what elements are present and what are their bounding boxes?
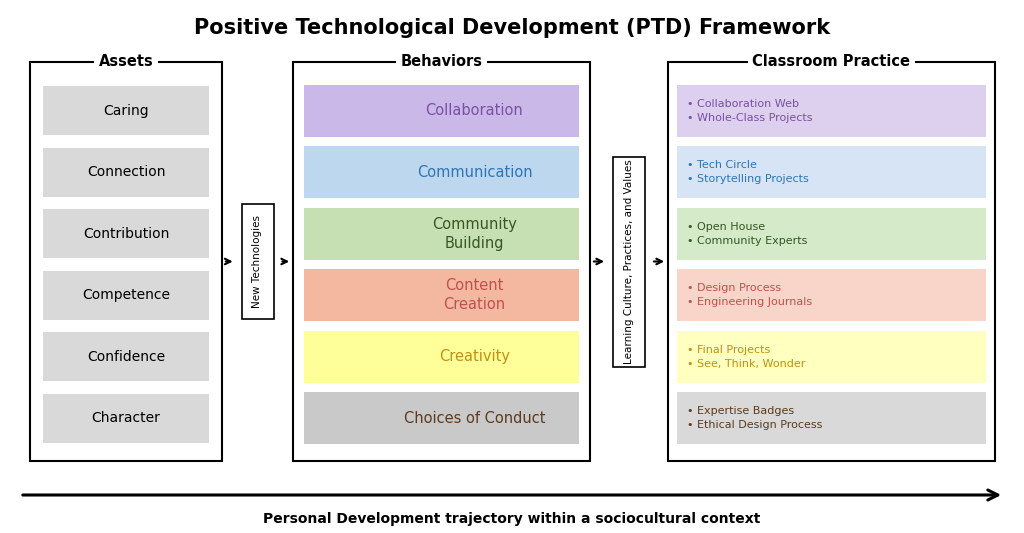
Text: Behaviors: Behaviors [400, 54, 482, 69]
Text: Communication: Communication [417, 165, 532, 180]
Bar [677, 208, 986, 260]
Text: New Technologies: New Technologies [253, 215, 262, 308]
Bar [30, 62, 222, 461]
Bar [677, 392, 986, 444]
Text: Personal Development trajectory within a sociocultural context: Personal Development trajectory within a… [263, 512, 761, 526]
Bar [43, 271, 209, 320]
Text: Community
Building: Community Building [432, 216, 517, 251]
Text: • Collaboration Web
• Whole-Class Projects: • Collaboration Web • Whole-Class Projec… [687, 99, 812, 123]
Bar [677, 85, 986, 136]
Bar [304, 147, 579, 198]
Bar [677, 147, 986, 198]
Text: • Design Process
• Engineering Journals: • Design Process • Engineering Journals [687, 283, 812, 308]
Text: Content
Creation: Content Creation [443, 278, 506, 312]
Text: Caring: Caring [103, 104, 148, 118]
Bar [304, 208, 579, 260]
Bar [668, 62, 995, 461]
Text: Classroom Practice: Classroom Practice [753, 54, 910, 69]
Bar [304, 269, 579, 321]
Text: Character: Character [91, 411, 161, 425]
Bar [43, 209, 209, 259]
Text: Connection: Connection [87, 165, 165, 179]
Text: • Final Projects
• See, Think, Wonder: • Final Projects • See, Think, Wonder [687, 344, 805, 369]
Text: Creativity: Creativity [439, 349, 510, 364]
Bar [43, 86, 209, 135]
Text: Learning Culture, Practices, and Values: Learning Culture, Practices, and Values [624, 159, 634, 364]
Text: • Tech Circle
• Storytelling Projects: • Tech Circle • Storytelling Projects [687, 160, 809, 184]
Text: • Open House
• Community Experts: • Open House • Community Experts [687, 222, 807, 246]
Text: Positive Technological Development (PTD) Framework: Positive Technological Development (PTD)… [194, 18, 830, 38]
Text: Collaboration: Collaboration [426, 103, 523, 118]
Text: Confidence: Confidence [87, 350, 165, 364]
Bar [242, 204, 273, 319]
Bar [43, 148, 209, 197]
Bar [677, 269, 986, 321]
Text: Assets: Assets [98, 54, 154, 69]
Bar [43, 394, 209, 443]
Text: Competence: Competence [82, 288, 170, 302]
Bar [304, 85, 579, 136]
Bar [43, 332, 209, 381]
Bar [677, 331, 986, 383]
Bar [304, 392, 579, 444]
Text: Contribution: Contribution [83, 227, 169, 241]
Bar [304, 331, 579, 383]
Text: Choices of Conduct: Choices of Conduct [403, 411, 545, 426]
Text: • Expertise Badges
• Ethical Design Process: • Expertise Badges • Ethical Design Proc… [687, 406, 822, 431]
Bar [613, 157, 645, 367]
Bar [293, 62, 590, 461]
